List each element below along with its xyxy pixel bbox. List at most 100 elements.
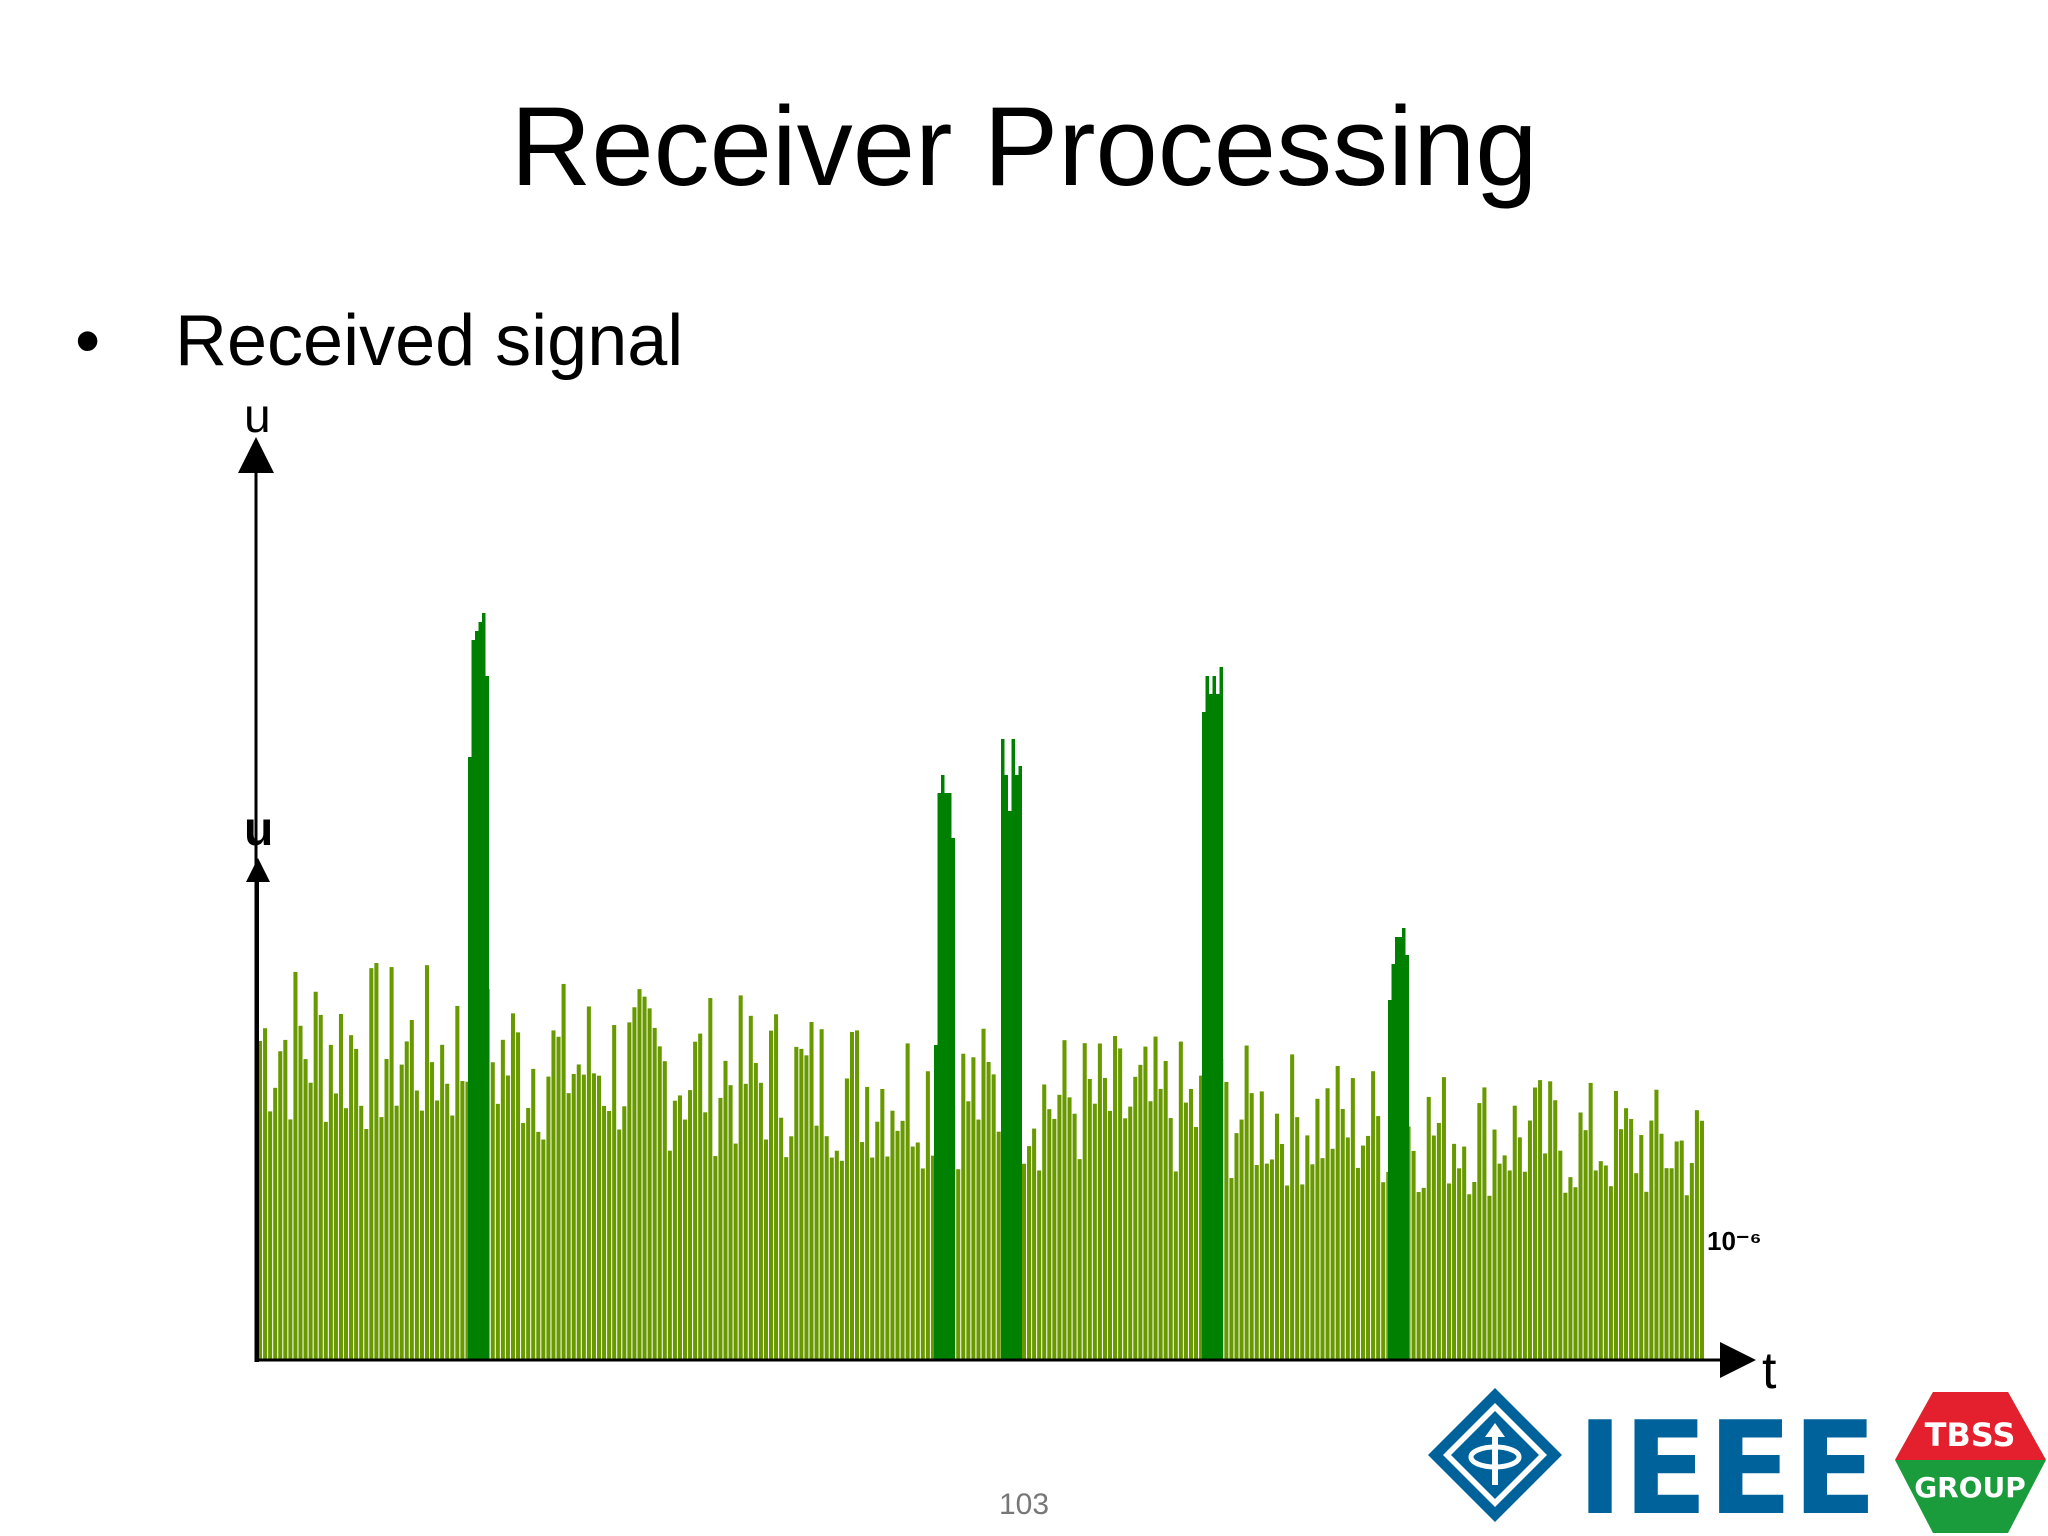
noise-bar <box>794 1046 799 1360</box>
noise-bar <box>1340 1108 1345 1360</box>
noise-bar <box>1057 1094 1062 1360</box>
pulse-bar <box>475 631 479 1360</box>
noise-bar <box>556 1036 561 1360</box>
noise-bar <box>349 1035 354 1360</box>
noise-bar <box>500 1039 505 1360</box>
bullet-text: Received signal <box>175 301 684 381</box>
noise-bar <box>870 1157 875 1360</box>
noise-bar <box>667 1150 672 1360</box>
noise-bar <box>1507 1170 1512 1360</box>
noise-bar <box>895 1130 900 1360</box>
noise-bar <box>743 1083 748 1360</box>
noise-bar <box>1538 1080 1543 1360</box>
noise-bar <box>617 1129 622 1360</box>
noise-bar <box>1264 1163 1269 1360</box>
noise-bar <box>814 1125 819 1360</box>
pulse-bar <box>1018 766 1022 1360</box>
noise-bar <box>627 1022 632 1360</box>
noise-bar <box>1345 1137 1350 1360</box>
noise-bar <box>1487 1195 1492 1360</box>
noise-bar <box>1229 1178 1234 1360</box>
noise-bar <box>920 1168 925 1360</box>
noise-bar <box>753 1063 758 1360</box>
pulse-bar <box>934 1045 938 1360</box>
noise-bar <box>885 1156 890 1360</box>
noise-bar <box>1092 1103 1097 1360</box>
noise-bar <box>910 1146 915 1360</box>
noise-bar <box>1618 1129 1624 1360</box>
noise-bar <box>1244 1045 1249 1360</box>
noise-bar <box>1138 1064 1143 1360</box>
noise-bar <box>430 1062 435 1360</box>
noise-bar <box>1047 1109 1052 1360</box>
noise-bar <box>328 1044 333 1360</box>
noise-bar <box>1548 1081 1553 1360</box>
noise-bar <box>1457 1168 1462 1360</box>
noise-bar <box>414 1090 419 1360</box>
noise-bar <box>769 1030 774 1360</box>
noise-bar <box>1522 1171 1527 1360</box>
noise-bar <box>263 1028 268 1360</box>
noise-bar <box>298 1025 303 1360</box>
noise-bar <box>1634 1173 1639 1360</box>
pulse-bar <box>1216 694 1220 1360</box>
noise-bar <box>682 1119 688 1360</box>
noise-bar <box>1032 1128 1037 1360</box>
noise-bar <box>1689 1162 1694 1360</box>
noise-bar <box>1330 1148 1335 1360</box>
noise-bar <box>1280 1143 1285 1360</box>
noise-bar <box>546 1076 551 1360</box>
pulse-bar <box>471 640 475 1360</box>
noise-bar <box>384 1058 389 1360</box>
noise-bar <box>1659 1133 1664 1360</box>
noise-bar <box>839 1160 844 1360</box>
noise-bar <box>1654 1089 1659 1360</box>
bullet-dot: • <box>75 301 101 381</box>
noise-bar <box>1512 1105 1517 1360</box>
noise-bar <box>521 1122 526 1360</box>
noise-bar <box>763 1139 768 1360</box>
noise-bar <box>1543 1153 1548 1360</box>
noise-bar <box>1492 1129 1497 1360</box>
noise-bar <box>1431 1135 1436 1360</box>
pulse-bar <box>1001 739 1005 1360</box>
noise-bar <box>860 1142 865 1360</box>
noise-bar <box>662 1061 667 1360</box>
noise-bar <box>258 1040 263 1360</box>
pulse-bar <box>941 775 945 1360</box>
noise-bar <box>1462 1146 1467 1360</box>
noise-bar <box>419 1110 424 1360</box>
noise-bar <box>1310 1164 1315 1360</box>
noise-bar <box>688 1090 693 1360</box>
noise-bar <box>526 1107 531 1360</box>
threshold-label: 10⁻⁶ <box>1707 1226 1762 1256</box>
noise-bar <box>672 1100 677 1360</box>
noise-bar <box>1168 1118 1173 1360</box>
noise-bar <box>1072 1113 1077 1360</box>
noise-bar <box>536 1131 541 1360</box>
pulse-bar <box>944 793 948 1360</box>
noise-bar <box>1502 1155 1507 1360</box>
noise-bar <box>986 1062 991 1360</box>
noise-bar <box>399 1064 404 1360</box>
noise-bar <box>1624 1108 1629 1360</box>
noise-bar <box>1674 1141 1679 1360</box>
noise-bar <box>1371 1071 1376 1360</box>
noise-bar <box>510 1013 516 1360</box>
noise-bar <box>915 1142 920 1360</box>
noise-bar <box>344 1108 349 1360</box>
noise-bar <box>283 1039 288 1360</box>
noise-bar <box>738 995 743 1360</box>
noise-bar <box>1102 1077 1107 1360</box>
pulse-bar <box>482 613 486 1360</box>
noise-bar <box>900 1120 905 1360</box>
noise-bar <box>1254 1165 1259 1360</box>
noise-bar <box>323 1121 328 1360</box>
noise-bar <box>1563 1192 1568 1360</box>
noise-bar <box>490 1062 495 1360</box>
noise-bar <box>364 1129 369 1360</box>
noise-bar <box>1497 1163 1502 1360</box>
noise-bar <box>1305 1135 1310 1360</box>
noise-bar <box>273 1087 278 1360</box>
